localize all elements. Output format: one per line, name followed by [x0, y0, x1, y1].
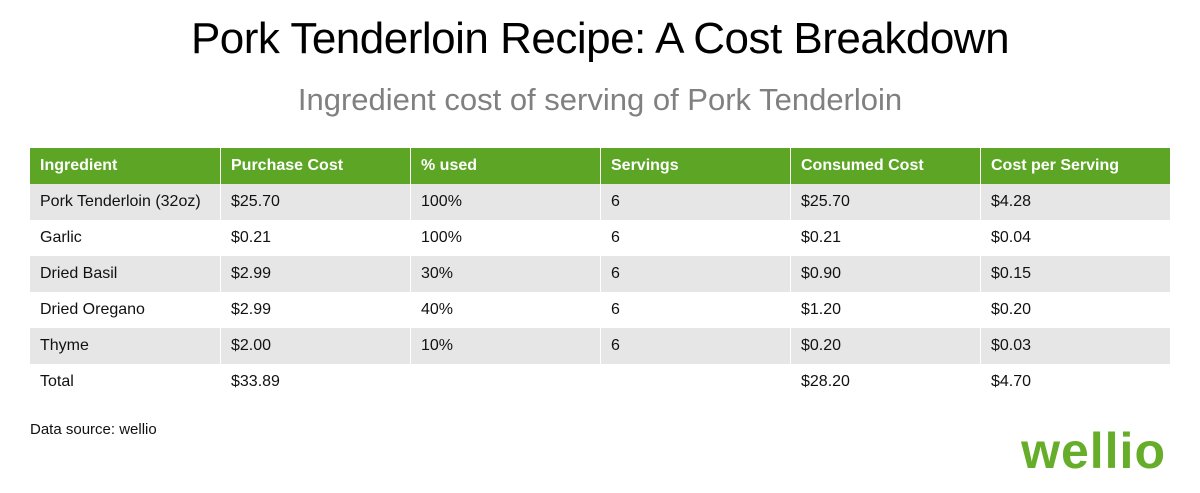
cell-servings: 6 [600, 328, 790, 364]
cell-percent-used: 10% [410, 328, 600, 364]
cell-consumed-cost: $0.21 [790, 220, 980, 256]
cell-purchase-cost: $33.89 [220, 364, 410, 400]
table-row: Dried Oregano $2.99 40% 6 $1.20 $0.20 [30, 292, 1170, 328]
cell-percent-used: 40% [410, 292, 600, 328]
cell-cost-per-serving: $4.28 [980, 184, 1170, 220]
cell-cost-per-serving: $4.70 [980, 364, 1170, 400]
page-subtitle: Ingredient cost of serving of Pork Tende… [297, 82, 903, 117]
table-row: Dried Basil $2.99 30% 6 $0.90 $0.15 [30, 256, 1170, 292]
cell-servings: 6 [600, 184, 790, 220]
table-row: Pork Tenderloin (32oz) $25.70 100% 6 $25… [30, 184, 1170, 220]
cell-ingredient: Dried Oregano [30, 292, 220, 328]
cell-consumed-cost: $28.20 [790, 364, 980, 400]
cell-servings: 6 [600, 220, 790, 256]
table-row: Garlic $0.21 100% 6 $0.21 $0.04 [30, 220, 1170, 256]
cell-cost-per-serving: $0.04 [980, 220, 1170, 256]
cost-table-header: Ingredient Purchase Cost % used Servings… [30, 148, 1170, 184]
cell-purchase-cost: $2.99 [220, 256, 410, 292]
cell-servings [600, 364, 790, 400]
cell-consumed-cost: $0.20 [790, 328, 980, 364]
cell-cost-per-serving: $0.20 [980, 292, 1170, 328]
cell-ingredient: Total [30, 364, 220, 400]
cell-cost-per-serving: $0.03 [980, 328, 1170, 364]
cell-cost-per-serving: $0.15 [980, 256, 1170, 292]
cell-purchase-cost: $2.99 [220, 292, 410, 328]
page-title: Pork Tenderloin Recipe: A Cost Breakdown [190, 14, 1010, 63]
table-row: Thyme $2.00 10% 6 $0.20 $0.03 [30, 328, 1170, 364]
cell-purchase-cost: $0.21 [220, 220, 410, 256]
cell-percent-used: 100% [410, 220, 600, 256]
cell-percent-used: 30% [410, 256, 600, 292]
header-purchase-cost: Purchase Cost [220, 148, 410, 184]
header-cost-per-serving: Cost per Serving [980, 148, 1170, 184]
table-row-total: Total $33.89 $28.20 $4.70 [30, 364, 1170, 400]
cell-servings: 6 [600, 292, 790, 328]
cell-consumed-cost: $25.70 [790, 184, 980, 220]
cell-servings: 6 [600, 256, 790, 292]
cell-purchase-cost: $25.70 [220, 184, 410, 220]
cell-ingredient: Pork Tenderloin (32oz) [30, 184, 220, 220]
data-source-note: Data source: wellio [30, 421, 157, 438]
cell-consumed-cost: $1.20 [790, 292, 980, 328]
cell-ingredient: Dried Basil [30, 256, 220, 292]
header-ingredient: Ingredient [30, 148, 220, 184]
wellio-logo: wellio [1021, 423, 1166, 479]
header-servings: Servings [600, 148, 790, 184]
cell-consumed-cost: $0.90 [790, 256, 980, 292]
cell-ingredient: Thyme [30, 328, 220, 364]
cell-percent-used [410, 364, 600, 400]
cell-purchase-cost: $2.00 [220, 328, 410, 364]
header-consumed-cost: Consumed Cost [790, 148, 980, 184]
cost-table: Ingredient Purchase Cost % used Servings… [30, 148, 1170, 400]
cell-percent-used: 100% [410, 184, 600, 220]
cell-ingredient: Garlic [30, 220, 220, 256]
header-percent-used: % used [410, 148, 600, 184]
